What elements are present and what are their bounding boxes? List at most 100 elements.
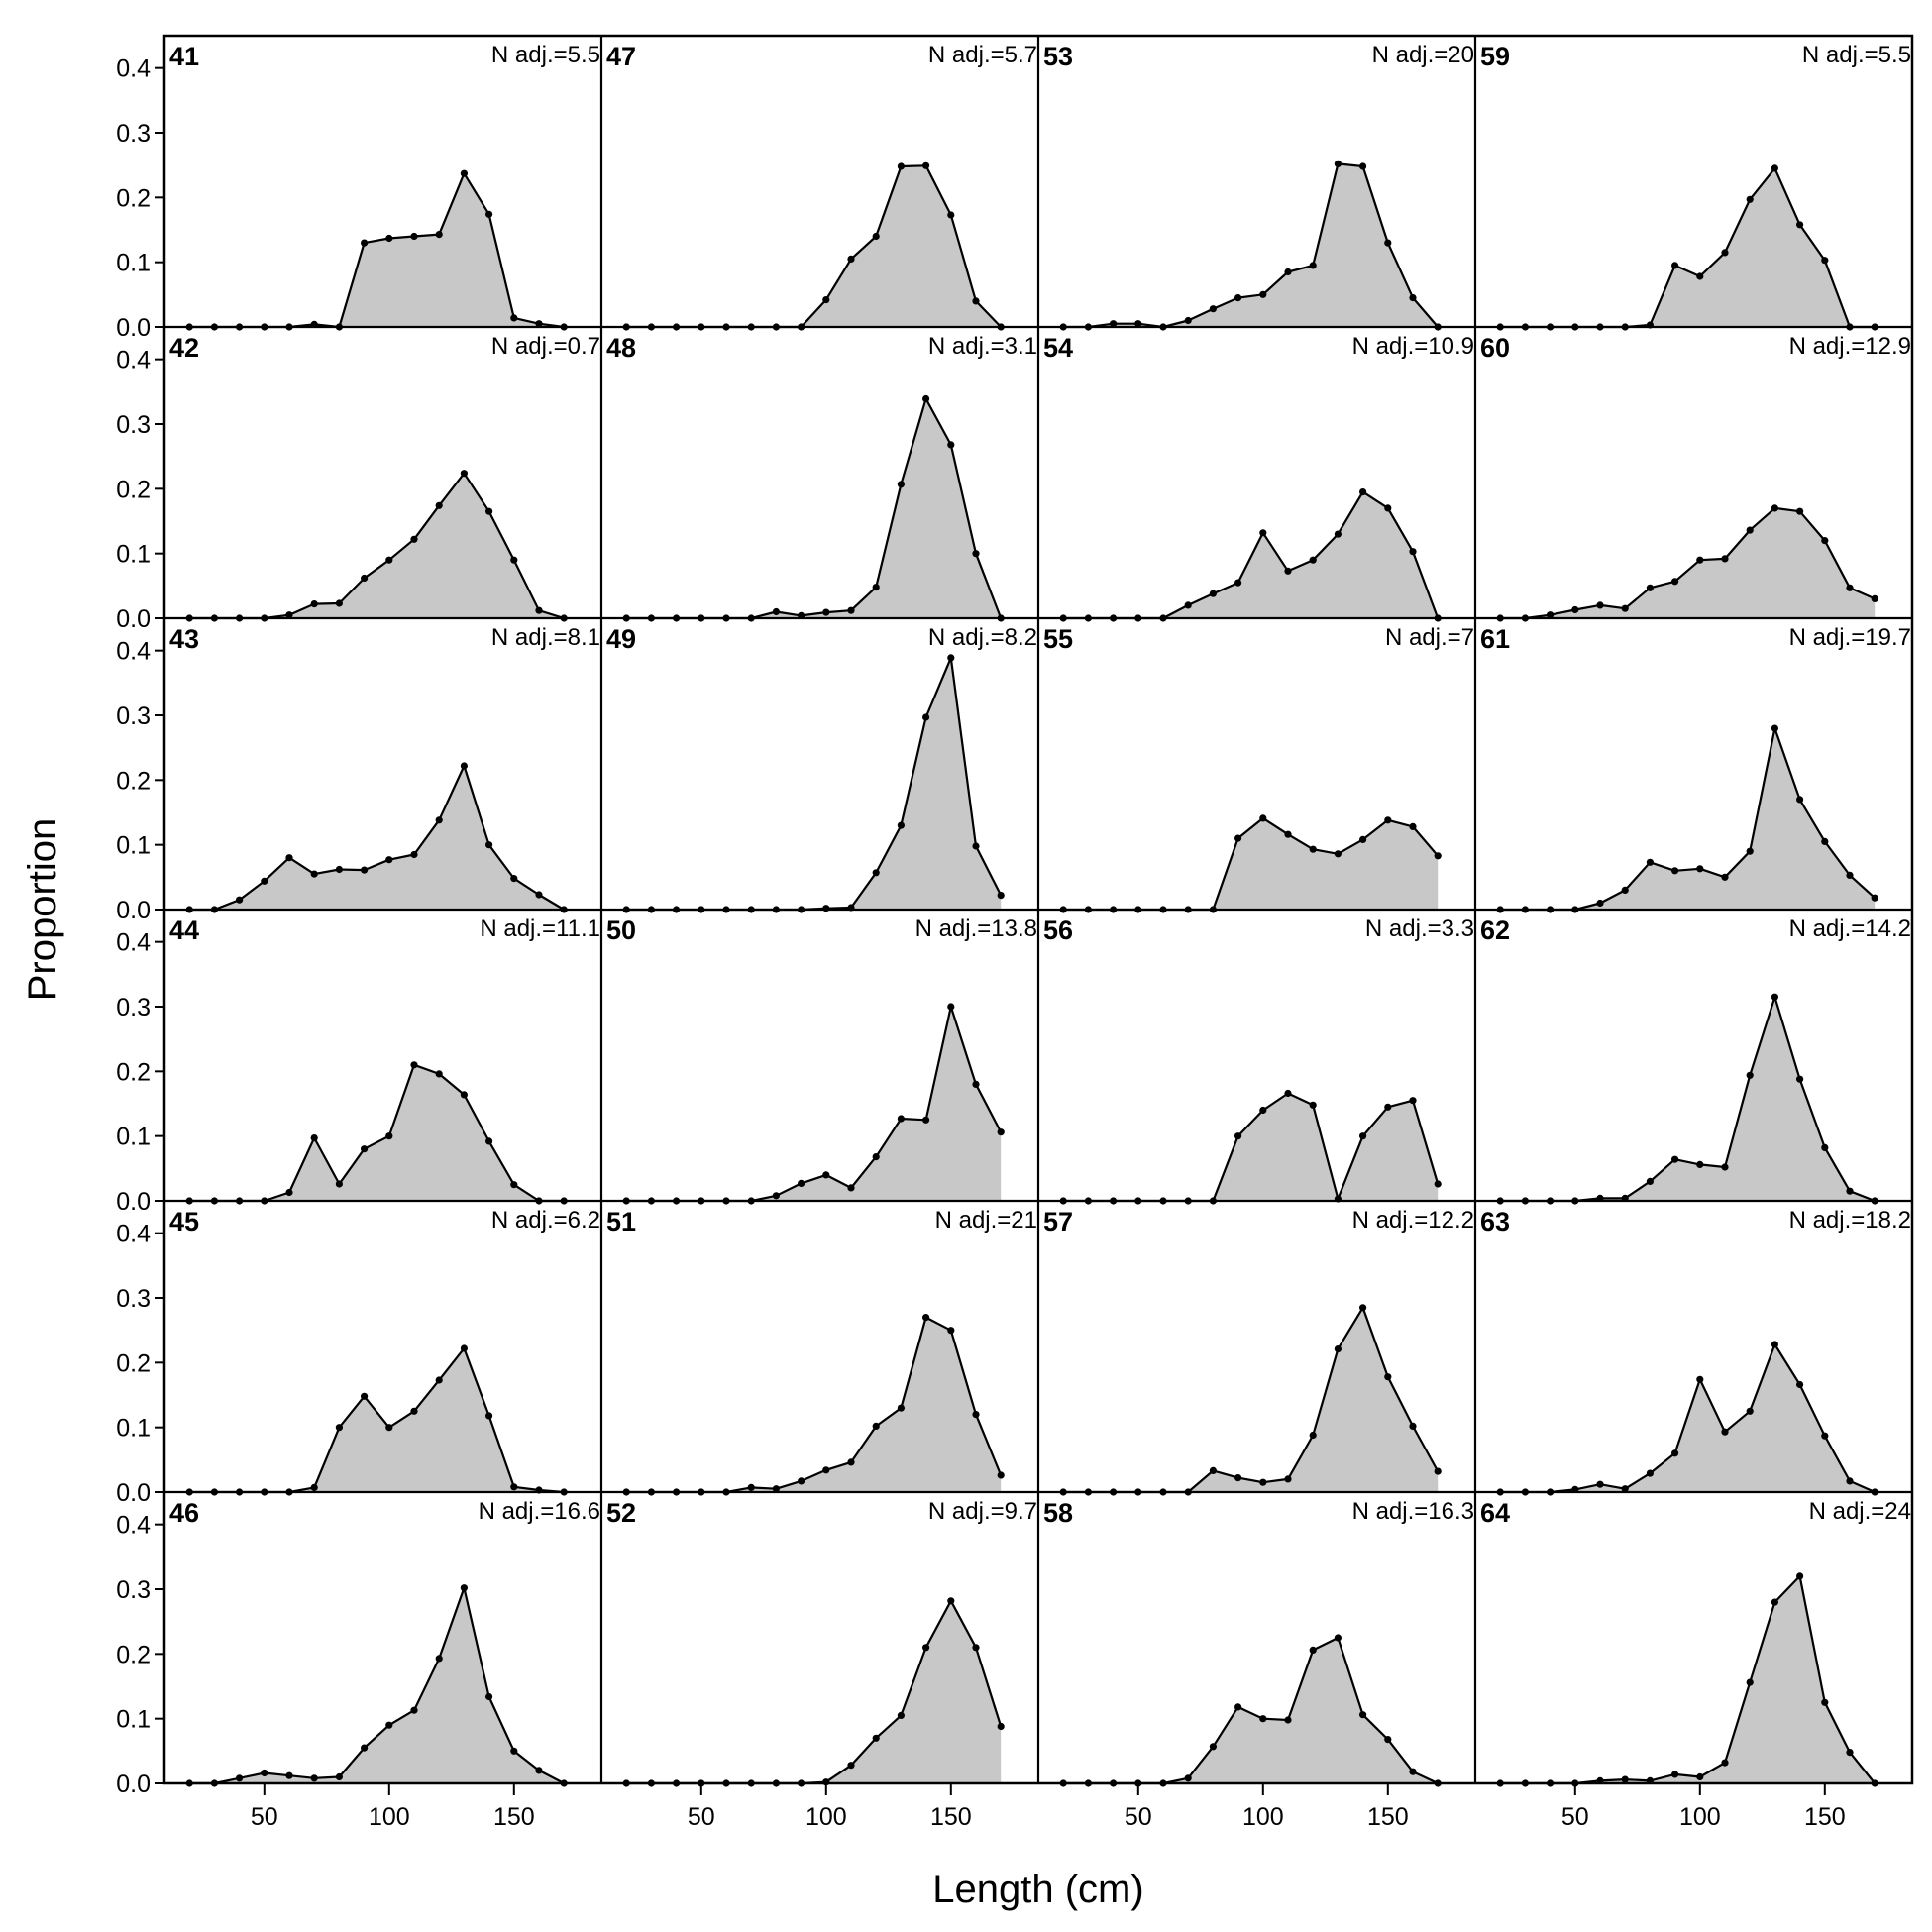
- y-tick-label: 0.1: [116, 1706, 151, 1734]
- y-tick-label: 0.4: [116, 55, 151, 83]
- n-adj-label: N adj.=10.9: [1352, 333, 1474, 360]
- data-point-53-140: [1359, 162, 1367, 170]
- n-adj-label: N adj.=14.2: [1789, 915, 1911, 942]
- data-point-53-150: [1384, 239, 1392, 247]
- data-point-50-80: [772, 1192, 781, 1200]
- area-fill-44: [189, 1064, 565, 1201]
- area-fill-49: [626, 657, 1002, 910]
- panel-46: 46 N adj.=16.6: [169, 1498, 600, 1787]
- x-tick-label: 100: [1679, 1803, 1721, 1831]
- data-point-62-130: [1771, 993, 1778, 1001]
- data-point-46-160: [535, 1767, 543, 1774]
- data-point-42-60: [285, 611, 293, 619]
- area-fill-55: [1063, 817, 1439, 910]
- panel-id-label: 46: [169, 1498, 199, 1528]
- n-adj-label: N adj.=13.8: [915, 915, 1037, 942]
- n-adj-label: N adj.=21: [935, 1207, 1037, 1234]
- n-adj-label: N adj.=11.1: [480, 915, 600, 942]
- data-point-44-120: [435, 1070, 443, 1078]
- data-point-58-140: [1359, 1711, 1367, 1719]
- n-adj-label: N adj.=7: [1385, 624, 1474, 651]
- data-point-44-90: [361, 1145, 369, 1153]
- data-point-51-140: [922, 1314, 930, 1322]
- data-point-63-110: [1721, 1428, 1729, 1436]
- data-point-64-150: [1821, 1698, 1829, 1706]
- data-point-62-90: [1671, 1155, 1679, 1163]
- data-point-43-130: [460, 762, 468, 770]
- data-point-60-80: [1646, 584, 1654, 591]
- n-adj-label: N adj.=20: [1372, 42, 1474, 68]
- y-axis-title: Proportion: [21, 818, 64, 1002]
- panel-id-label: 54: [1043, 333, 1073, 363]
- data-point-52-160: [972, 1644, 980, 1652]
- data-point-43-80: [335, 865, 343, 874]
- y-tick-label: 0.4: [116, 1512, 151, 1540]
- data-point-64-110: [1721, 1759, 1729, 1767]
- area-fill-57: [1063, 1307, 1439, 1492]
- data-point-60-40: [1547, 611, 1555, 619]
- area-fill-48: [626, 398, 1002, 618]
- panel-64: 64 N adj.=24: [1480, 1498, 1911, 1787]
- panel-59: 59 N adj.=5.5: [1480, 42, 1911, 331]
- data-point-50-170: [997, 1128, 1005, 1136]
- data-point-46-40: [236, 1774, 244, 1782]
- data-point-55-130: [1334, 850, 1342, 858]
- data-point-56-160: [1409, 1097, 1417, 1105]
- area-fill-51: [626, 1317, 1002, 1492]
- n-adj-label: N adj.=9.7: [928, 1498, 1037, 1525]
- data-point-48-80: [772, 607, 781, 616]
- data-point-62-110: [1721, 1163, 1729, 1171]
- data-point-61-60: [1596, 899, 1604, 908]
- data-point-53-70: [1184, 316, 1192, 325]
- data-point-53-120: [1309, 262, 1317, 269]
- panel-47: 47 N adj.=5.7: [606, 42, 1037, 331]
- panel-58: 58 N adj.=16.3: [1043, 1498, 1474, 1787]
- data-point-55-150: [1384, 816, 1392, 824]
- n-adj-label: N adj.=3.1: [928, 333, 1037, 360]
- panel-id-label: 48: [606, 333, 636, 363]
- data-point-61-90: [1671, 867, 1679, 875]
- data-point-51-80: [772, 1485, 781, 1493]
- data-point-61-120: [1746, 847, 1754, 855]
- x-tick-label: 50: [251, 1803, 278, 1831]
- y-tick-label: 0.0: [116, 1479, 151, 1507]
- data-point-57-130: [1334, 1345, 1342, 1353]
- y-tick-label: 0.4: [116, 638, 151, 666]
- data-point-61-140: [1796, 796, 1804, 804]
- panel-id-label: 49: [606, 624, 636, 654]
- data-point-61-170: [1871, 894, 1878, 902]
- data-point-55-160: [1409, 822, 1417, 831]
- data-point-43-140: [485, 841, 493, 849]
- data-point-61-80: [1646, 858, 1654, 866]
- n-adj-label: N adj.=8.1: [491, 624, 600, 651]
- data-point-43-100: [385, 856, 393, 864]
- panels-layer: 41 N adj.=5.5 42 N adj.=0.7 43 N adj.=8.1 44 N …: [169, 42, 1911, 1787]
- data-point-63-120: [1746, 1407, 1754, 1415]
- data-point-45-140: [485, 1412, 493, 1420]
- data-point-41-110: [410, 232, 418, 241]
- data-point-63-140: [1796, 1380, 1804, 1389]
- data-point-50-130: [897, 1115, 906, 1123]
- data-point-46-120: [435, 1655, 443, 1663]
- plot-frame: [162, 34, 1914, 1785]
- data-point-47-140: [922, 161, 930, 169]
- data-point-54-150: [1384, 504, 1392, 512]
- area-fill-61: [1500, 728, 1876, 910]
- data-point-53-40: [1110, 320, 1118, 328]
- data-point-60-100: [1696, 556, 1704, 564]
- data-point-63-100: [1696, 1375, 1704, 1383]
- data-point-53-80: [1209, 305, 1217, 313]
- data-point-54-80: [1209, 590, 1217, 597]
- data-point-53-100: [1259, 290, 1267, 298]
- data-point-51-160: [972, 1411, 980, 1419]
- data-point-64-100: [1696, 1772, 1704, 1781]
- data-point-52-130: [897, 1711, 906, 1719]
- data-point-54-70: [1184, 601, 1192, 609]
- data-point-48-120: [872, 584, 880, 591]
- panel-41: 41 N adj.=5.5: [169, 42, 600, 331]
- data-point-62-100: [1696, 1160, 1704, 1168]
- area-fill-47: [626, 165, 1002, 327]
- data-point-41-140: [485, 210, 493, 218]
- data-point-64-90: [1671, 1771, 1679, 1778]
